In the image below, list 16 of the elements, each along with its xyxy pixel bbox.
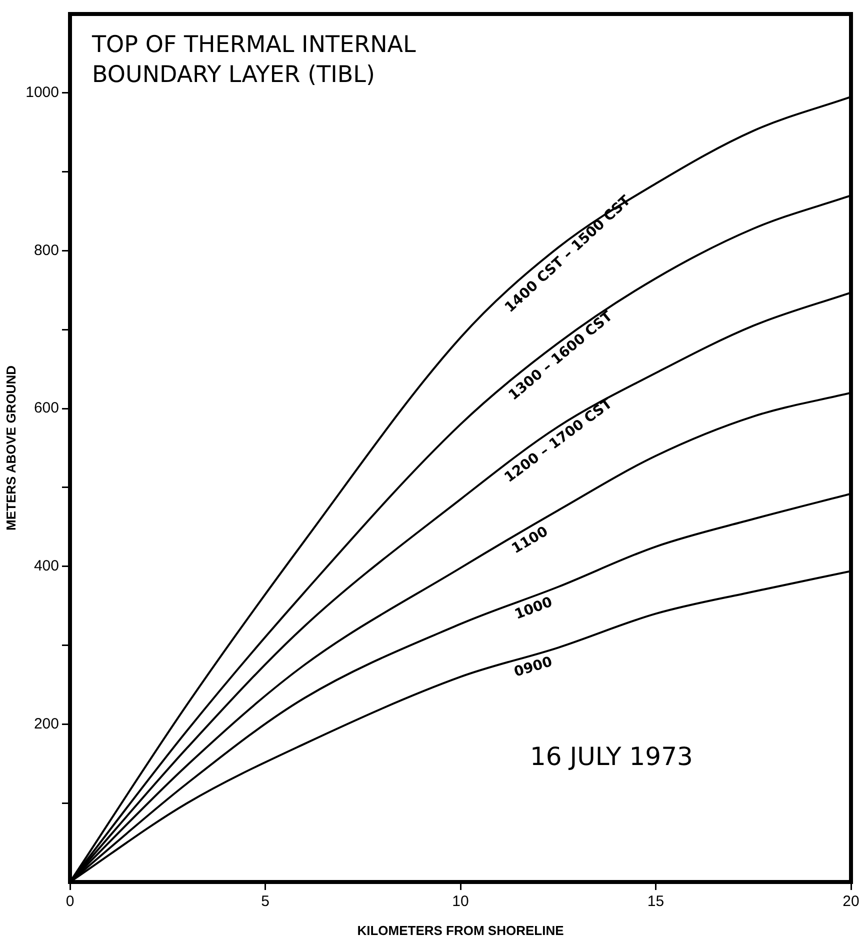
x-tick-label: 0 (66, 893, 74, 910)
text: 1000 (512, 594, 555, 624)
text: TOP OF THERMAL INTERNAL BOUNDARY LAYER (TIBL) (92, 31, 417, 90)
text: 0900 (512, 654, 554, 680)
x-tick-label: 10 (452, 893, 469, 910)
x-tick-label: 20 (842, 893, 860, 910)
y-tick-label: 200 (34, 715, 59, 732)
y-tick-label: 400 (34, 558, 59, 575)
x-tick-label: 15 (647, 893, 664, 910)
y-tick-label: 1000 (26, 84, 59, 102)
x-axis-title: KILOMETERS FROM SHORELINE (357, 922, 564, 938)
y-tick-label: 600 (34, 400, 59, 417)
x-tick-label: 5 (261, 893, 270, 910)
annotation: 16 JULY 1973 (530, 742, 693, 771)
y-tick-label: 800 (34, 242, 59, 259)
y-axis-title: METERS ABOVE GROUND (3, 366, 18, 530)
